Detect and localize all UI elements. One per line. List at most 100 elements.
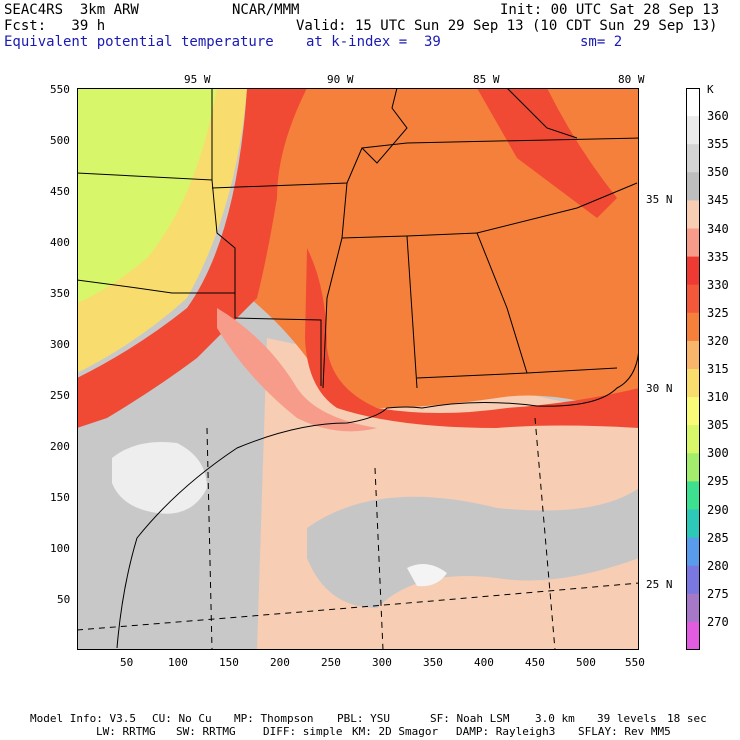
legend-bar [686,88,700,651]
state-border [76,279,235,294]
state-border [406,235,418,389]
legend-level-label: 270 [707,614,729,629]
x-tick-label: 150 [219,656,239,669]
legend-swatch [686,425,700,454]
footer-item: SFLAY: Rev MM5 [578,725,671,738]
state-border [476,182,638,234]
y-tick-label: 200 [50,440,70,453]
x-tick-label: 500 [576,656,596,669]
legend-swatch [686,369,700,398]
state-border [341,182,528,374]
legend-swatch [686,172,700,201]
legend-level-label: 350 [707,165,729,180]
x-tick-label: 100 [168,656,188,669]
legend-level-label: 305 [707,418,729,433]
coastline [116,347,640,649]
red-band-coast [305,248,639,428]
lon-label: 80 W [618,73,645,86]
legend-frame [686,88,700,650]
pink-band [217,308,377,432]
legend-swatch [686,228,700,258]
valid-time: Valid: 15 UTC Sun 29 Sep 13 (10 CDT Sun … [296,18,718,34]
legend-level-label: 275 [707,586,729,601]
light-patch [112,442,207,514]
lon-label: 90 W [327,73,354,86]
parallel-line [76,582,640,631]
footer-item: KM: 2D Smagor [352,725,439,738]
x-tick-label: 450 [525,656,545,669]
init-time: Init: 00 UTC Sat 28 Sep 13 [500,2,720,18]
legend-swatch [686,312,700,342]
green-zone [77,88,217,303]
legend-swatch [686,340,700,370]
legend-level-label: 360 [707,109,729,124]
footer-item: 3.0 km [535,712,575,725]
legend-level-label: 285 [707,530,729,545]
y-tick-label: 50 [57,593,71,606]
color-legend [686,88,700,651]
legend-level-label: 330 [707,277,729,292]
y-tick-label: 450 [50,185,70,198]
legend-swatch [686,284,700,314]
state-border [416,367,618,379]
footer-item: LW: RRTMG [96,725,156,738]
state-border [506,87,578,139]
legend-swatch [686,509,700,539]
x-tick-label: 250 [321,656,341,669]
y-tick-label: 550 [50,83,70,96]
legend-level-label: 300 [707,446,729,461]
red-band-north [477,88,617,218]
graticule [76,417,640,651]
map-canvas [76,87,640,651]
footer-item: SW: RRTMG [176,725,236,738]
y-tick-label: 300 [50,338,70,351]
legend-level-label: 295 [707,474,729,489]
center-name: NCAR/MMM [232,2,300,18]
legend-level-label: 320 [707,333,729,348]
grey-patch [307,488,639,608]
lon-label: 95 W [184,73,211,86]
meridian-line [206,427,213,651]
footer-item: 18 sec [667,712,707,725]
legend-level-label: 290 [707,502,729,517]
footer-item: CU: No Cu [152,712,212,725]
legend-swatch [686,593,700,623]
footer-item: SF: Noah LSM [430,712,510,725]
footer-item: 39 levels [597,712,657,725]
state-border [211,179,322,386]
y-tick-label: 350 [50,287,70,300]
lat-label: 25 N [646,578,673,591]
legend-swatch [686,565,700,595]
x-tick-label: 300 [372,656,392,669]
x-tick-label: 50 [120,656,134,669]
legend-swatch [686,256,700,286]
footer-item: PBL: YSU [337,712,390,725]
legend-swatch [686,537,700,567]
map-frame [77,88,639,650]
boundaries [76,87,640,649]
theta-e-map [76,87,640,651]
footer-item: MP: Thompson [234,712,314,725]
state-border [322,237,343,389]
state-border [361,87,408,164]
legend-level-label: 335 [707,249,729,264]
lat-label: 35 N [646,193,673,206]
legend-swatch [686,397,700,426]
smoothing-info: sm= 2 [580,34,623,50]
light-patch [407,564,447,587]
field-name: Equivalent potential temperature [4,34,274,50]
forecast-hour: Fcst: 39 h [4,18,106,34]
footer-item: DAMP: Rayleigh3 [456,725,556,738]
meridian-line [534,417,556,651]
y-tick-label: 150 [50,491,70,504]
legend-swatch [686,621,700,651]
legend-level-label: 325 [707,305,729,320]
y-tick-label: 500 [50,134,70,147]
x-tick-label: 200 [270,656,290,669]
legend-swatch [686,481,700,510]
model-title: SEAC4RS 3km ARW [4,2,139,18]
legend-swatch [686,144,700,173]
legend-level-label: 310 [707,390,729,405]
x-tick-label: 550 [625,656,645,669]
red-band-west [77,88,307,428]
